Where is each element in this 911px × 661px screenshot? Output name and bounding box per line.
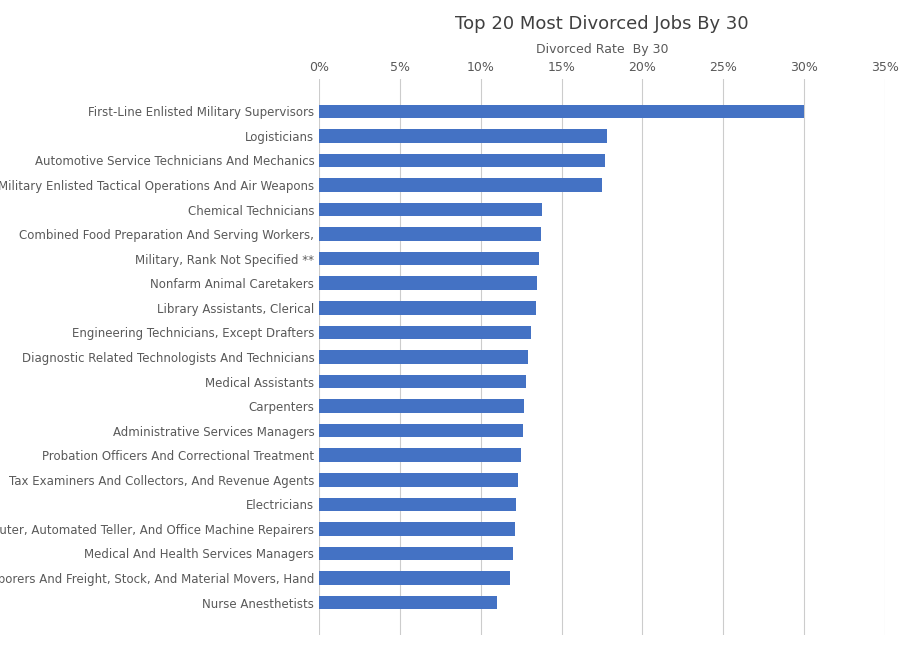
Bar <box>319 399 524 413</box>
Title: Top 20 Most Divorced Jobs By 30: Top 20 Most Divorced Jobs By 30 <box>455 15 748 33</box>
Bar <box>319 227 540 241</box>
Bar <box>319 522 514 535</box>
Bar <box>319 350 527 364</box>
Bar <box>319 276 537 290</box>
Bar <box>319 571 509 585</box>
Bar <box>319 448 520 462</box>
Bar <box>319 178 601 192</box>
Bar <box>319 129 606 143</box>
X-axis label: Divorced Rate  By 30: Divorced Rate By 30 <box>535 43 668 56</box>
Bar <box>319 203 541 216</box>
Bar <box>319 547 513 560</box>
Bar <box>319 375 526 388</box>
Bar <box>319 498 516 511</box>
Bar <box>319 154 605 167</box>
Bar <box>319 596 496 609</box>
Bar <box>319 424 522 438</box>
Bar <box>319 326 530 339</box>
Bar <box>319 104 803 118</box>
Bar <box>319 473 517 486</box>
Bar <box>319 301 535 315</box>
Bar <box>319 252 538 266</box>
